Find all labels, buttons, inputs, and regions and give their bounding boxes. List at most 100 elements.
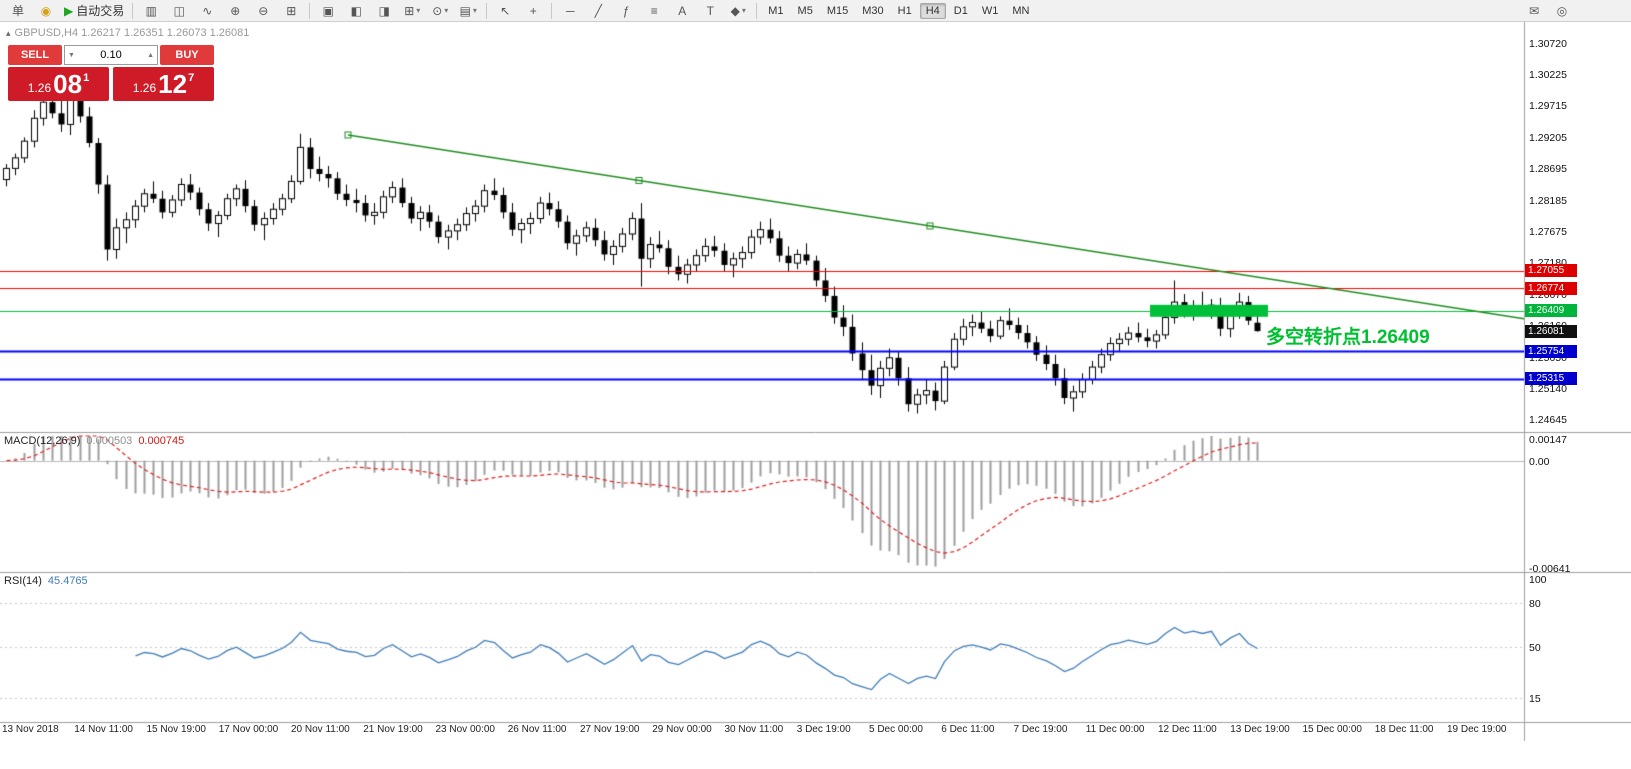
macd-name: MACD(12,26,9) [4, 435, 81, 447]
cascade-windows-icon[interactable]: ▣ [322, 3, 334, 18]
price-axis-label: 1.28185 [1529, 194, 1567, 207]
zoom-out-icon[interactable]: ⊖ [258, 3, 269, 18]
price-axis-label: 1.24645 [1529, 413, 1567, 426]
toolbar-separator [486, 2, 488, 19]
volume-stepper: ▼ ▲ [64, 45, 158, 65]
toolbar-separator [132, 2, 134, 19]
timeframe-w1[interactable]: W1 [981, 4, 999, 17]
sell-price-prefix: 1.26 [27, 81, 52, 95]
toolbar-separator [756, 2, 758, 19]
price-line-tag: 1.26774 [1525, 281, 1577, 295]
shapes-icon[interactable]: ◆ ▾ [730, 3, 746, 18]
timeframe-m5[interactable]: M5 [797, 4, 813, 17]
templates-icon[interactable]: ▤ ▾ [459, 3, 477, 18]
chart-ohlc-header: ▴ GBPUSD,H4 1.26217 1.26351 1.26073 1.260… [6, 27, 249, 39]
cursor-icon[interactable]: ↖ [500, 3, 511, 18]
time-axis-label: 27 Nov 19:00 [580, 724, 640, 735]
dropdown-arrow-icon: ▾ [741, 6, 746, 15]
time-axis-label: 14 Nov 11:00 [74, 724, 133, 735]
horizontal-line-icon[interactable]: ─ [565, 3, 575, 18]
price-axis-label: 1.29205 [1529, 131, 1567, 144]
price-axis-label: 1.30225 [1529, 68, 1567, 81]
timeframe-m15[interactable]: M15 [826, 4, 849, 17]
buy-button[interactable]: BUY [160, 45, 214, 65]
buy-price-sup: 7 [188, 72, 195, 84]
trendline-icon[interactable]: ╱ [594, 3, 602, 18]
line-chart-icon[interactable]: ∿ [202, 3, 213, 18]
profiles-icon[interactable]: ⊙ ▾ [432, 3, 449, 18]
price-axis-label: 1.27675 [1529, 226, 1567, 239]
time-axis-label: 13 Nov 2018 [2, 724, 59, 735]
news-icon[interactable]: ✉ [1528, 4, 1540, 18]
price-axis-label: 1.29715 [1529, 100, 1567, 113]
time-axis-label: 17 Nov 00:00 [218, 724, 279, 735]
current-price-tag: 1.26081 [1525, 324, 1577, 338]
autotrading-button[interactable]: ▶ 自动交易 [64, 3, 125, 19]
rsi-name: RSI(14) [4, 575, 42, 587]
coins-icon[interactable]: ◉ [40, 3, 52, 18]
timeframe-m1[interactable]: M1 [768, 4, 784, 17]
volume-input[interactable] [77, 48, 145, 62]
label-icon[interactable]: T [706, 3, 714, 18]
buy-price-button[interactable]: 1.26 12 7 [113, 67, 214, 101]
volume-increase-button[interactable]: ▲ [147, 51, 154, 59]
timeframe-h1[interactable]: H1 [897, 4, 912, 17]
dropdown-arrow-icon: ▾ [472, 6, 477, 15]
buy-price-prefix: 1.26 [132, 81, 157, 95]
zoom-in-icon[interactable]: ⊕ [230, 3, 241, 18]
text-icon[interactable]: A [678, 3, 687, 18]
collapse-icon[interactable]: ▴ [6, 28, 11, 38]
time-axis-label: 21 Nov 19:00 [363, 724, 423, 735]
time-axis-label: 26 Nov 11:00 [507, 724, 567, 735]
chart-canvas[interactable] [0, 22, 1631, 769]
chart-annotation[interactable]: 多空转折点1.26409 [1266, 327, 1430, 348]
candlestick-chart-icon[interactable]: ◫ [173, 3, 185, 18]
new-chart-icon[interactable]: ⊞ ▾ [404, 3, 421, 18]
tile-windows-icon[interactable]: ⊞ [286, 3, 297, 18]
time-axis-label: 30 Nov 11:00 [724, 724, 784, 735]
new-order-button[interactable]: 单 [11, 3, 24, 18]
rsi-scale-label: 100 [1529, 574, 1547, 586]
symbol-ohlc-text: GBPUSD,H4 1.26217 1.26351 1.26073 1.2608… [14, 27, 250, 39]
macd-scale-label: 0.00 [1529, 455, 1550, 468]
time-axis-label: 5 Dec 00:00 [869, 724, 923, 735]
macd-scale-label: -0.00641 [1529, 563, 1571, 575]
sell-price-sup: 1 [83, 72, 90, 84]
time-axis-label: 15 Nov 19:00 [146, 724, 207, 735]
timeframe-d1[interactable]: D1 [953, 4, 968, 17]
time-axis-label: 23 Nov 00:00 [435, 724, 496, 735]
macd-value: 0.000503 [86, 435, 133, 447]
sell-button[interactable]: SELL [8, 45, 62, 65]
time-axis-label: 18 Dec 11:00 [1374, 724, 1434, 735]
sell-price-button[interactable]: 1.26 08 1 [8, 67, 109, 101]
crosshair-icon[interactable]: + [529, 3, 537, 18]
sell-price-big: 08 [53, 69, 83, 99]
time-axis-label: 13 Dec 19:00 [1230, 724, 1290, 735]
dropdown-arrow-icon: ▾ [416, 6, 421, 15]
tile-vertical-icon[interactable]: ◨ [378, 3, 390, 18]
bar-chart-icon[interactable]: ▥ [145, 3, 157, 18]
one-click-trading-panel: SELL ▼ ▲ BUY 1.26 08 1 1.26 12 7 [8, 45, 214, 101]
macd-header: MACD(12,26,9) 0.000503 0.000745 [4, 435, 184, 447]
search-icon[interactable]: ◎ [1556, 4, 1568, 18]
channel-icon[interactable]: ≡ [650, 3, 658, 18]
rsi-header: RSI(14) 45.4765 [4, 575, 88, 587]
timeframe-mn[interactable]: MN [1012, 4, 1030, 17]
timeframe-h4[interactable]: H4 [919, 2, 946, 19]
tile-horizontal-icon[interactable]: ◧ [350, 3, 362, 18]
rsi-scale-label: 80 [1529, 598, 1541, 611]
time-axis-label: 29 Nov 00:00 [652, 724, 712, 735]
price-line-tag: 1.26409 [1525, 304, 1577, 318]
timeframe-group: M1 M5 M15 M30 H1 H4 D1 W1 MN [761, 0, 1036, 22]
autotrading-play-icon: ▶ [64, 3, 74, 18]
toolbar-separator [551, 2, 553, 19]
price-axis-label: 1.25140 [1529, 383, 1567, 396]
timeframe-m30[interactable]: M30 [862, 4, 884, 17]
macd-scale-label: 0.00147 [1529, 434, 1567, 446]
time-axis-label: 15 Dec 00:00 [1302, 724, 1363, 735]
price-line-tag: 1.25315 [1525, 372, 1577, 386]
fibonacci-icon[interactable]: ƒ [622, 3, 630, 18]
volume-decrease-button[interactable]: ▼ [68, 51, 75, 59]
time-axis-label: 19 Dec 19:00 [1447, 724, 1507, 735]
